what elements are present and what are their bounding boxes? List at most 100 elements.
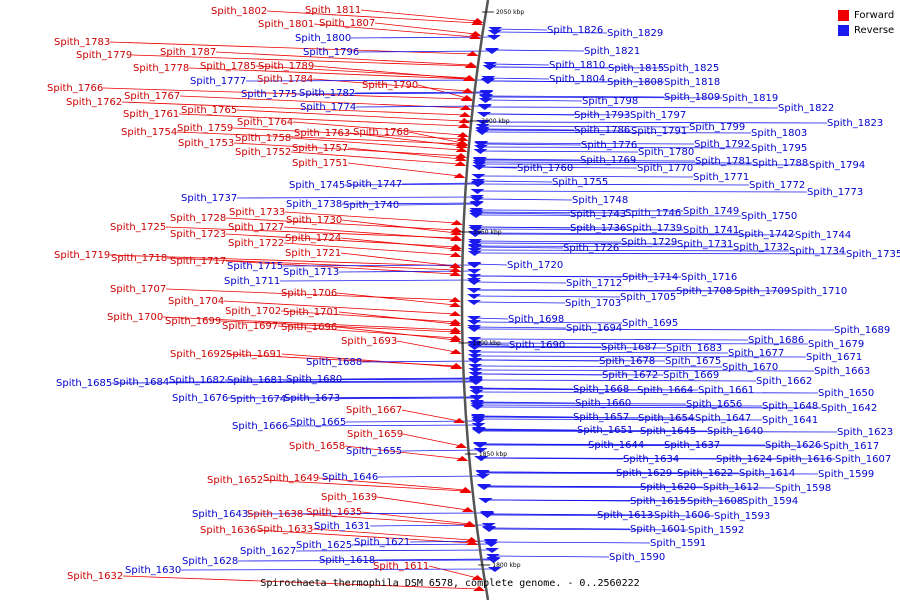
reverse-gene-label[interactable]: Spith_1703: [565, 298, 621, 309]
reverse-gene-label[interactable]: Spith_1705: [620, 292, 676, 303]
reverse-gene-label[interactable]: Spith_1651: [577, 425, 633, 436]
reverse-gene-label[interactable]: Spith_1747: [346, 179, 402, 190]
reverse-gene-label[interactable]: Spith_1686: [748, 335, 804, 346]
reverse-gene-label[interactable]: Spith_1654: [638, 413, 694, 424]
reverse-gene-label[interactable]: Spith_1689: [834, 325, 890, 336]
reverse-gene-label[interactable]: Spith_1770: [637, 163, 693, 174]
reverse-gene-label[interactable]: Spith_1726: [563, 243, 619, 254]
forward-gene-label[interactable]: Spith_1779: [76, 50, 132, 61]
reverse-gene-label[interactable]: Spith_1818: [664, 77, 720, 88]
reverse-gene-label[interactable]: Spith_1662: [756, 376, 812, 387]
reverse-gene-label[interactable]: Spith_1679: [808, 339, 864, 350]
reverse-gene-label[interactable]: Spith_1607: [835, 454, 891, 465]
reverse-gene-label[interactable]: Spith_1798: [582, 96, 638, 107]
forward-gene-label[interactable]: Spith_1728: [170, 213, 226, 224]
reverse-gene-label[interactable]: Spith_1622: [677, 468, 733, 479]
forward-gene-label[interactable]: Spith_1754: [121, 127, 177, 138]
reverse-gene-label[interactable]: Spith_1677: [728, 348, 784, 359]
reverse-gene-label[interactable]: Spith_1625: [296, 540, 352, 551]
reverse-gene-label[interactable]: Spith_1708: [676, 286, 732, 297]
reverse-gene-label[interactable]: Spith_1687: [601, 342, 657, 353]
reverse-gene-label[interactable]: Spith_1672: [602, 370, 658, 381]
forward-gene-label[interactable]: Spith_1636: [200, 525, 256, 536]
reverse-gene-label[interactable]: Spith_1714: [622, 272, 678, 283]
reverse-gene-label[interactable]: Spith_1627: [240, 546, 296, 557]
forward-gene-label[interactable]: Spith_1753: [178, 138, 234, 149]
reverse-gene-label[interactable]: Spith_1774: [300, 102, 356, 113]
forward-gene-label[interactable]: Spith_1761: [123, 109, 179, 120]
reverse-gene-label[interactable]: Spith_1780: [638, 147, 694, 158]
reverse-gene-label[interactable]: Spith_1592: [688, 525, 744, 536]
forward-gene-label[interactable]: Spith_1807: [319, 18, 375, 29]
reverse-gene-label[interactable]: Spith_1829: [607, 28, 663, 39]
forward-gene-label[interactable]: Spith_1733: [229, 207, 285, 218]
reverse-gene-label[interactable]: Spith_1797: [630, 110, 686, 121]
forward-gene-label[interactable]: Spith_1730: [286, 215, 342, 226]
reverse-gene-label[interactable]: Spith_1773: [807, 187, 863, 198]
reverse-gene-label[interactable]: Spith_1788: [752, 158, 808, 169]
reverse-gene-label[interactable]: Spith_1741: [683, 225, 739, 236]
reverse-gene-label[interactable]: Spith_1681: [227, 375, 283, 386]
reverse-gene-label[interactable]: Spith_1660: [575, 398, 631, 409]
reverse-gene-label[interactable]: Spith_1769: [580, 155, 636, 166]
forward-gene-label[interactable]: Spith_1632: [67, 571, 123, 582]
reverse-gene-label[interactable]: Spith_1738: [286, 199, 342, 210]
reverse-gene-label[interactable]: Spith_1643: [192, 509, 248, 520]
forward-gene-label[interactable]: Spith_1811: [305, 5, 361, 16]
forward-gene-label[interactable]: Spith_1635: [306, 507, 362, 518]
reverse-gene-label[interactable]: Spith_1631: [314, 521, 370, 532]
forward-gene-label[interactable]: Spith_1697: [222, 321, 278, 332]
reverse-gene-label[interactable]: Spith_1683: [666, 343, 722, 354]
reverse-gene-label[interactable]: Spith_1645: [640, 426, 696, 437]
reverse-gene-label[interactable]: Spith_1678: [599, 356, 655, 367]
reverse-gene-label[interactable]: Spith_1644: [588, 440, 644, 451]
reverse-gene-label[interactable]: Spith_1808: [607, 77, 663, 88]
reverse-gene-label[interactable]: Spith_1608: [687, 496, 743, 507]
forward-gene-label[interactable]: Spith_1778: [133, 63, 189, 74]
forward-gene-label[interactable]: Spith_1787: [160, 47, 216, 58]
forward-gene-label[interactable]: Spith_1765: [181, 105, 237, 116]
reverse-gene-label[interactable]: Spith_1684: [113, 377, 169, 388]
reverse-gene-label[interactable]: Spith_1819: [722, 93, 778, 104]
forward-gene-label[interactable]: Spith_1752: [235, 147, 291, 158]
forward-gene-label[interactable]: Spith_1633: [257, 524, 313, 535]
reverse-gene-label[interactable]: Spith_1803: [751, 128, 807, 139]
reverse-gene-label[interactable]: Spith_1624: [716, 454, 772, 465]
forward-gene-label[interactable]: Spith_1767: [124, 91, 180, 102]
reverse-gene-label[interactable]: Spith_1825: [663, 63, 719, 74]
reverse-gene-label[interactable]: Spith_1664: [637, 385, 693, 396]
reverse-gene-label[interactable]: Spith_1656: [686, 399, 742, 410]
reverse-gene-label[interactable]: Spith_1826: [547, 25, 603, 36]
forward-gene-label[interactable]: Spith_1721: [285, 248, 341, 259]
reverse-gene-label[interactable]: Spith_1731: [677, 239, 733, 250]
reverse-gene-label[interactable]: Spith_1786: [574, 125, 630, 136]
forward-gene-label[interactable]: Spith_1611: [373, 561, 429, 572]
reverse-gene-label[interactable]: Spith_1793: [574, 110, 630, 121]
reverse-gene-label[interactable]: Spith_1615: [630, 496, 686, 507]
forward-gene-label[interactable]: Spith_1652: [207, 475, 263, 486]
forward-gene-label[interactable]: Spith_1717: [170, 256, 226, 267]
forward-gene-label[interactable]: Spith_1723: [170, 229, 226, 240]
reverse-gene-label[interactable]: Spith_1794: [809, 160, 865, 171]
reverse-gene-label[interactable]: Spith_1729: [621, 237, 677, 248]
reverse-gene-label[interactable]: Spith_1680: [286, 374, 342, 385]
reverse-gene-label[interactable]: Spith_1734: [789, 246, 845, 257]
forward-gene-label[interactable]: Spith_1766: [47, 83, 103, 94]
forward-gene-label[interactable]: Spith_1783: [54, 37, 110, 48]
reverse-gene-label[interactable]: Spith_1666: [232, 421, 288, 432]
reverse-gene-label[interactable]: Spith_1623: [837, 427, 893, 438]
reverse-gene-label[interactable]: Spith_1606: [654, 510, 710, 521]
forward-gene-label[interactable]: Spith_1759: [177, 123, 233, 134]
reverse-gene-label[interactable]: Spith_1665: [290, 417, 346, 428]
forward-gene-label[interactable]: Spith_1789: [258, 61, 314, 72]
reverse-gene-label[interactable]: Spith_1736: [570, 223, 626, 234]
reverse-gene-label[interactable]: Spith_1601: [630, 524, 686, 535]
forward-gene-label[interactable]: Spith_1699: [165, 316, 221, 327]
reverse-gene-label[interactable]: Spith_1671: [806, 352, 862, 363]
reverse-gene-label[interactable]: Spith_1646: [322, 472, 378, 483]
forward-gene-label[interactable]: Spith_1700: [107, 312, 163, 323]
reverse-gene-label[interactable]: Spith_1760: [517, 163, 573, 174]
reverse-gene-label[interactable]: Spith_1748: [572, 195, 628, 206]
forward-gene-label[interactable]: Spith_1725: [110, 222, 166, 233]
reverse-gene-label[interactable]: Spith_1772: [749, 180, 805, 191]
